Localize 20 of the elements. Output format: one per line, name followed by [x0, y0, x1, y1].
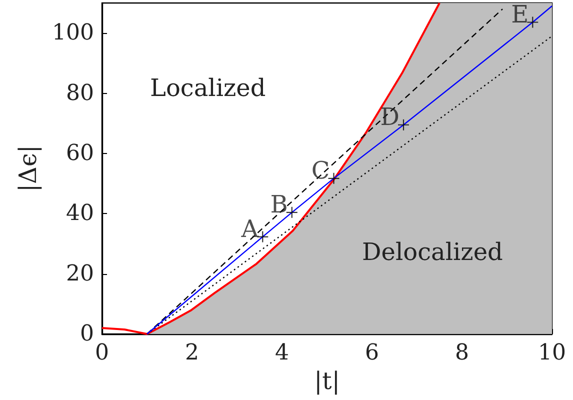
x-tick-label: 8 [455, 340, 469, 366]
y-tick-label: 0 [80, 322, 94, 346]
x-tick-label: 2 [185, 340, 199, 366]
y-tick-label: 40 [66, 201, 94, 226]
y-axis-title: |Δϵ| [14, 145, 42, 192]
annotation: E [511, 0, 529, 28]
y-tick-label: 100 [52, 20, 94, 46]
annotation: Localized [150, 74, 266, 102]
x-axis-title: |t| [314, 366, 340, 395]
y-tick-label: 60 [66, 140, 94, 166]
y-tick-label: 20 [66, 261, 94, 286]
annotation: D [380, 102, 400, 131]
y-tick-label: 80 [66, 80, 94, 106]
x-tick-label: 10 [538, 340, 566, 366]
x-tick-label: 6 [365, 340, 379, 366]
annotation: A [240, 214, 260, 243]
annotation: B [270, 190, 288, 218]
x-tick-label: 4 [275, 340, 289, 366]
annotation: C [311, 156, 330, 184]
annotation: Delocalized [362, 238, 503, 266]
